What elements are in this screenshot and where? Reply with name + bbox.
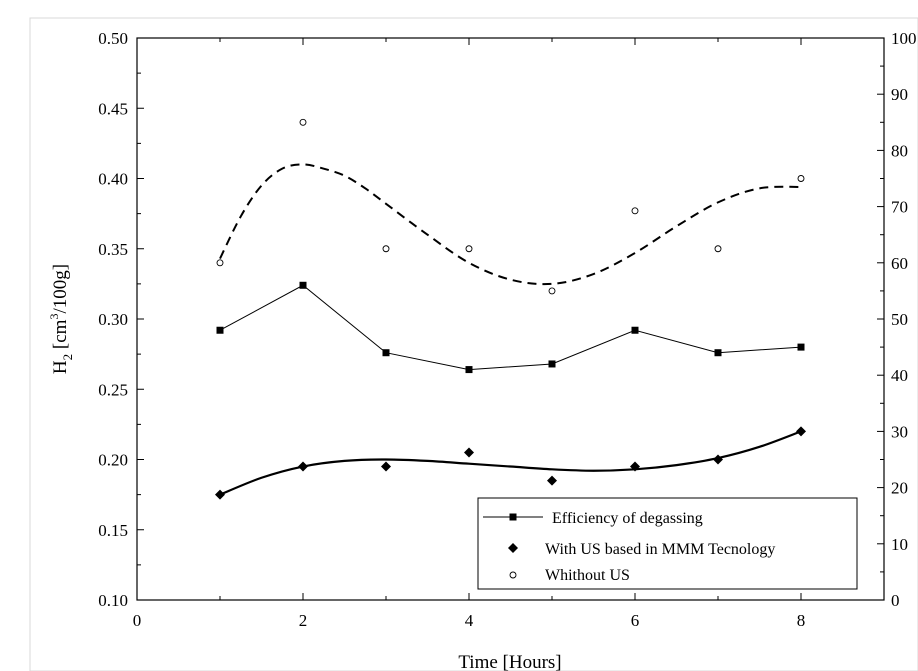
point-efficiency bbox=[714, 349, 722, 357]
y-right-tick-label: 100 bbox=[891, 29, 917, 48]
y-label-unit-post: /100g] bbox=[50, 264, 71, 314]
legend-marker-efficiency bbox=[509, 513, 517, 521]
point-efficiency bbox=[465, 366, 473, 374]
point-with-us bbox=[713, 454, 723, 465]
trendline-without-us bbox=[219, 163, 802, 286]
y-left-tick-label: 0.25 bbox=[98, 380, 128, 399]
point-without-us bbox=[382, 245, 390, 253]
legend-label-with-us: With US based in MMM Tecnology bbox=[545, 541, 775, 558]
y-left-tick-label: 0.35 bbox=[98, 240, 128, 259]
point-without-us bbox=[631, 207, 639, 215]
trendlines-layer bbox=[219, 163, 802, 496]
figure-border bbox=[29, 17, 918, 671]
x-axis-label: Time [Hours] bbox=[458, 652, 561, 671]
y-label-unit-pre: [cm bbox=[50, 319, 71, 354]
series-line-efficiency bbox=[219, 284, 802, 371]
point-without-us bbox=[216, 259, 224, 267]
y-right-tick-label: 90 bbox=[891, 85, 908, 104]
y-label-main: H bbox=[50, 360, 71, 374]
y-label-sub: 2 bbox=[60, 354, 75, 361]
point-with-us bbox=[547, 475, 557, 486]
point-efficiency bbox=[797, 343, 805, 351]
x-tick-label: 8 bbox=[797, 611, 806, 630]
y-label-unit-sup: 3 bbox=[47, 314, 61, 320]
point-efficiency bbox=[631, 326, 639, 334]
point-with-us bbox=[796, 426, 806, 437]
x-tick-label: 4 bbox=[465, 611, 474, 630]
trendline-with-us bbox=[219, 430, 802, 496]
point-without-us bbox=[299, 118, 307, 126]
x-tick-label: 6 bbox=[631, 611, 640, 630]
y-right-tick-label: 50 bbox=[891, 310, 908, 329]
point-efficiency bbox=[548, 360, 556, 368]
point-efficiency bbox=[299, 281, 307, 289]
x-tick-label: 2 bbox=[299, 611, 308, 630]
legend-marker-with-us bbox=[508, 543, 518, 553]
y-axis-label: H2 [cm3/100g] bbox=[47, 264, 75, 374]
legend-marker-without-us bbox=[509, 571, 517, 579]
y-right-tick-label: 70 bbox=[891, 198, 908, 217]
y-left-tick-label: 0.40 bbox=[98, 170, 128, 189]
y-right-tick-label: 40 bbox=[891, 366, 908, 385]
y-right-tick-label: 80 bbox=[891, 141, 908, 160]
point-with-us bbox=[215, 489, 225, 500]
y-left-tick-label: 0.10 bbox=[98, 591, 128, 610]
legend-box bbox=[477, 497, 858, 590]
point-without-us bbox=[714, 245, 722, 253]
point-efficiency bbox=[216, 326, 224, 334]
point-without-us bbox=[548, 287, 556, 295]
y-left-tick-label: 0.50 bbox=[98, 29, 128, 48]
y-left-tick-label: 0.30 bbox=[98, 310, 128, 329]
point-with-us bbox=[630, 461, 640, 472]
legend: Efficiency of degassing With US based in… bbox=[477, 497, 858, 590]
point-without-us bbox=[465, 245, 473, 253]
svg-text:H2 [cm3/100g]: H2 [cm3/100g] bbox=[47, 264, 75, 374]
series-layer bbox=[215, 118, 806, 500]
y-right-tick-label: 10 bbox=[891, 535, 908, 554]
point-with-us bbox=[381, 461, 391, 472]
legend-label-without-us: Whithout US bbox=[545, 567, 630, 584]
point-efficiency bbox=[382, 349, 390, 357]
point-with-us bbox=[298, 461, 308, 472]
y-left-tick-label: 0.15 bbox=[98, 521, 128, 540]
x-tick-label: 0 bbox=[133, 611, 142, 630]
y-right-tick-label: 60 bbox=[891, 254, 908, 273]
y-left-tick-label: 0.45 bbox=[98, 99, 128, 118]
point-with-us bbox=[464, 447, 474, 458]
y-right-tick-label: 30 bbox=[891, 422, 908, 441]
ticks-layer: 0 2 4 6 8 0.10 0.15 0.20 0.25 0.30 0.35 0.40 0.45 0.5… bbox=[98, 29, 916, 630]
point-without-us bbox=[797, 175, 805, 182]
y-left-tick-label: 0.20 bbox=[98, 451, 128, 470]
legend-label-efficiency: Efficiency of degassing bbox=[552, 510, 703, 527]
y-right-tick-label: 0 bbox=[891, 591, 900, 610]
y-right-tick-label: 20 bbox=[891, 479, 908, 498]
